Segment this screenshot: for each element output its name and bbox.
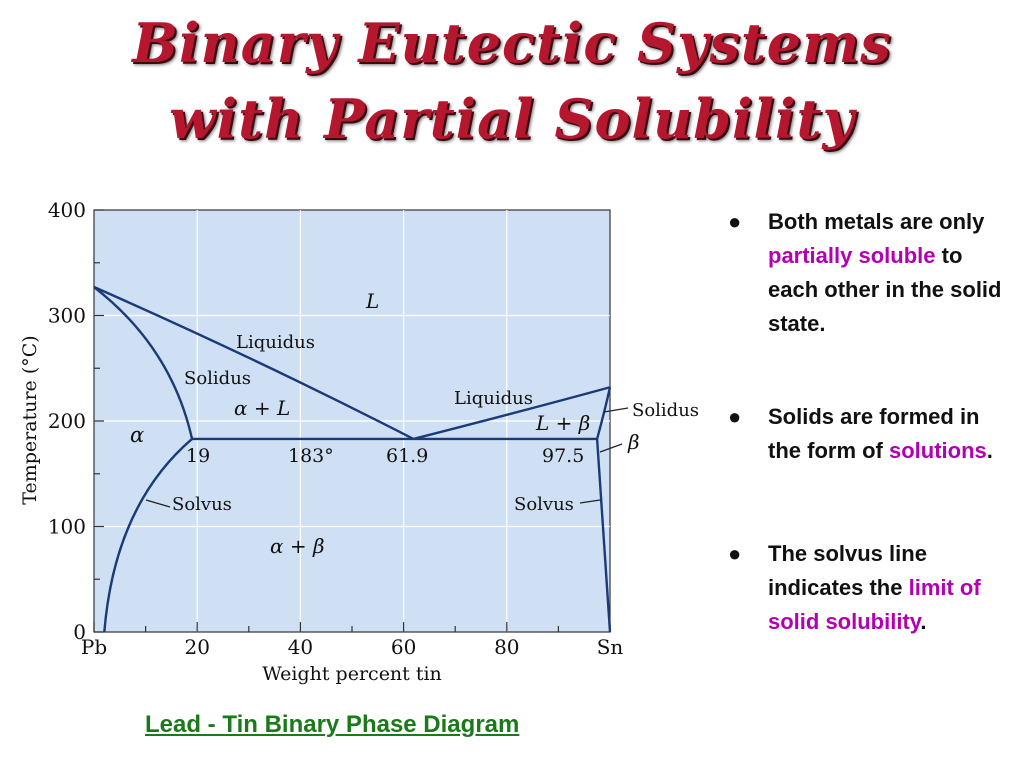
label-alpha-limit: 19 xyxy=(186,445,210,467)
region-label-alpha-liquid: α + L xyxy=(234,396,290,420)
bullet-highlight: limit of solid solubility xyxy=(768,575,981,634)
bullet-text-end: . xyxy=(920,609,927,634)
label-solidus-left: Solidus xyxy=(184,368,251,389)
x-tick-label: 40 xyxy=(288,635,313,659)
label-solidus-right: Solidus xyxy=(632,400,699,421)
axis-ticks xyxy=(93,209,611,633)
bullet-text-end: . xyxy=(986,438,993,463)
y-tick-label: 0 xyxy=(73,620,86,644)
bullet-dot: ● xyxy=(728,541,742,566)
solidus-right-leader xyxy=(603,407,629,413)
beta-leader xyxy=(599,443,623,453)
label-liquidus-left: Liquidus xyxy=(236,332,315,353)
bullet-text: Both metals are only xyxy=(768,209,985,234)
x-tick-label: 80 xyxy=(494,635,519,659)
solvus-left-leader xyxy=(145,499,171,508)
y-tick-label: 200 xyxy=(48,409,86,433)
region-label-beta: β xyxy=(627,430,640,454)
x-tick-label: 20 xyxy=(184,635,209,659)
liquidus-curve-right xyxy=(413,386,611,441)
x-tick-label: 60 xyxy=(391,635,416,659)
solvus-right-leader xyxy=(579,499,601,504)
bullet-highlight: solutions xyxy=(889,438,987,463)
bullet-text: Solids are formed in the form of xyxy=(768,404,980,463)
y-axis-title: Temperature (°C) xyxy=(19,335,41,504)
solidus-curve-left xyxy=(93,286,194,440)
bullet-solutions: ● Solids are formed in the form of solut… xyxy=(728,400,1018,468)
bullet-partial-solubility: ● Both metals are only partially soluble… xyxy=(728,205,1018,341)
region-label-liquid-beta: L + β xyxy=(535,411,590,435)
region-label-alpha: α xyxy=(130,423,144,447)
solvus-curve-left xyxy=(103,438,193,633)
x-axis-title: Weight percent tin xyxy=(262,663,442,685)
slide-title-line-1: Binary Eutectic Systems xyxy=(132,11,892,75)
bullet-text: The solvus line indicates the xyxy=(768,541,927,600)
diagram-caption: Lead - Tin Binary Phase Diagram xyxy=(145,711,520,738)
x-tick-label: Sn xyxy=(597,635,624,659)
phase-diagram: Temperature (°C) Weight percent tin 4003… xyxy=(19,198,699,685)
slide-title-line-2: with Partial Solubility xyxy=(169,87,855,151)
x-tick-label: Pb xyxy=(81,635,107,659)
solvus-curve-right xyxy=(595,438,612,633)
y-tick-label: 300 xyxy=(48,304,86,328)
liquidus-curve-left xyxy=(93,285,414,441)
label-eutectic-temperature: 183° xyxy=(288,445,334,467)
bullet-highlight: partially soluble xyxy=(768,243,936,268)
y-tick-label: 100 xyxy=(48,515,86,539)
bullet-solvus: ● The solvus line indicates the limit of… xyxy=(728,537,1018,639)
bullet-text-end: to each other in the solid state. xyxy=(768,243,1002,336)
label-solvus-left: Solvus xyxy=(172,494,232,515)
bullet-dot: ● xyxy=(728,209,742,234)
label-liquidus-right: Liquidus xyxy=(454,388,533,409)
y-tick-label: 400 xyxy=(48,198,86,222)
label-eutectic-composition: 61.9 xyxy=(386,445,428,467)
label-solvus-right: Solvus xyxy=(514,494,574,515)
label-beta-limit: 97.5 xyxy=(542,445,584,467)
region-label-liquid: L xyxy=(365,289,379,313)
bullet-dot: ● xyxy=(728,404,742,429)
region-label-alpha-beta: α + β xyxy=(270,534,325,558)
